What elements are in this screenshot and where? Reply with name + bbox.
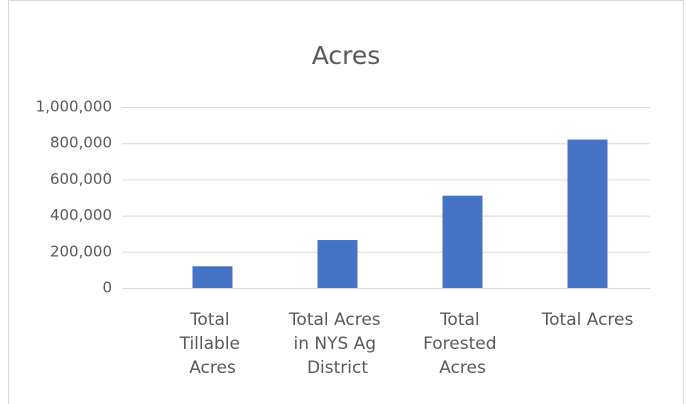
bar — [442, 195, 483, 288]
y-tick-label: 1,000,000 — [36, 98, 112, 116]
y-tick-label: 0 — [102, 279, 112, 297]
bar — [567, 139, 608, 288]
y-tick-label: 800,000 — [50, 134, 112, 152]
chart-title: Acres — [312, 41, 381, 70]
bar — [192, 266, 233, 288]
bar — [317, 240, 358, 288]
x-tick-label: Total Acres in NYS Ag District — [288, 310, 386, 378]
x-tick-label: Total Acres — [541, 310, 634, 330]
y-tick-label: 600,000 — [50, 170, 112, 188]
x-tick-label: Total Tillable Acres — [179, 310, 246, 378]
x-tick-label: Total Forested Acres — [423, 310, 502, 378]
y-tick-label: 200,000 — [50, 242, 112, 260]
y-tick-label: 400,000 — [50, 206, 112, 224]
